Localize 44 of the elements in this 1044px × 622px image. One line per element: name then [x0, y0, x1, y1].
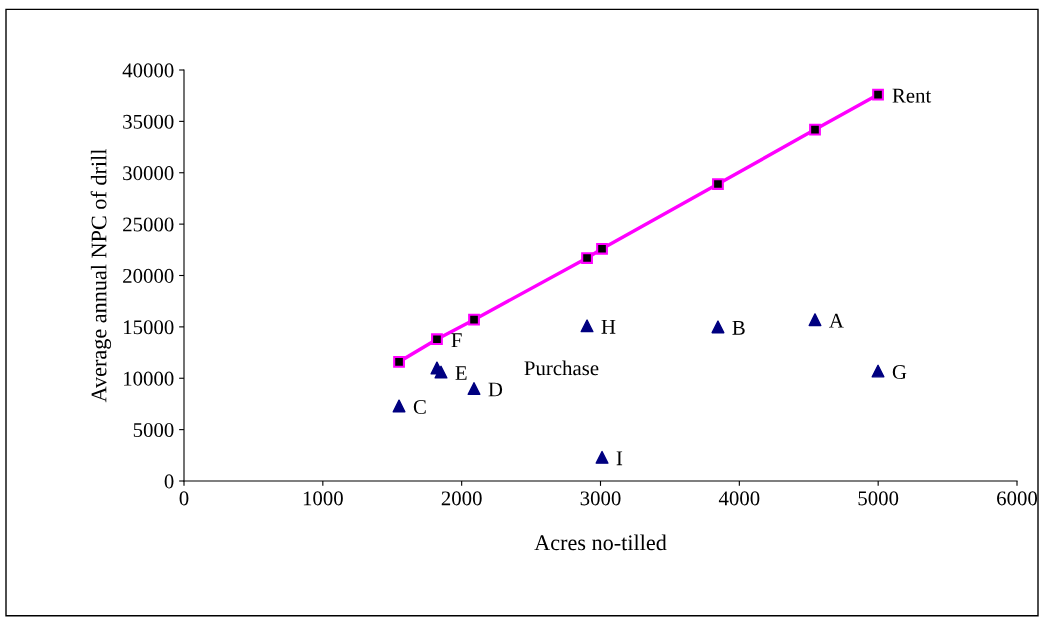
annotation: Purchase: [524, 360, 599, 376]
point: [809, 123, 821, 136]
point: [434, 365, 448, 379]
x-tick-label: 2000: [441, 491, 482, 506]
y-tick-label: 20000: [123, 268, 174, 283]
point: [872, 88, 884, 101]
point: [431, 333, 443, 346]
annotation: E: [455, 366, 467, 380]
x-tick-label: 6000: [997, 491, 1038, 506]
x-tick-label: 1000: [303, 491, 343, 506]
point: [712, 178, 724, 190]
point: [467, 382, 481, 396]
y-tick-label: 30000: [123, 166, 174, 181]
y-tick-label: 10000: [124, 371, 174, 386]
x-axis-title: Acres no-tilled: [534, 534, 667, 551]
annotation: I: [616, 451, 623, 466]
annotation: A: [829, 313, 844, 328]
point: [595, 450, 609, 464]
y-tick-label: 35000: [123, 114, 174, 129]
y-tick-label: 0: [164, 474, 174, 489]
y-tick-label: 25000: [123, 217, 174, 232]
x-tick-label: 3000: [580, 491, 621, 506]
annotation: G: [892, 365, 907, 380]
point: [581, 252, 593, 264]
point: [468, 313, 480, 326]
annotation: C: [413, 399, 426, 414]
point: [871, 364, 885, 378]
point: [808, 313, 822, 327]
point: [711, 320, 725, 334]
y-axis-title: Average annual NPC of drill: [90, 149, 112, 403]
y-tick-label: 15000: [124, 320, 174, 335]
annotation: F: [451, 333, 462, 347]
point: [596, 242, 608, 255]
x-tick-label: 4000: [718, 491, 760, 506]
y-tick-label: 5000: [133, 423, 174, 438]
x-tick-label: 0: [179, 491, 189, 506]
point: [393, 355, 405, 368]
annotation: H: [601, 319, 616, 334]
annotation: D: [488, 382, 503, 397]
annotation: Rent: [892, 88, 932, 103]
y-tick-label: 40000: [122, 63, 174, 78]
annotation: B: [732, 321, 745, 335]
point: [580, 319, 594, 333]
x-tick-label: 5000: [858, 491, 899, 506]
